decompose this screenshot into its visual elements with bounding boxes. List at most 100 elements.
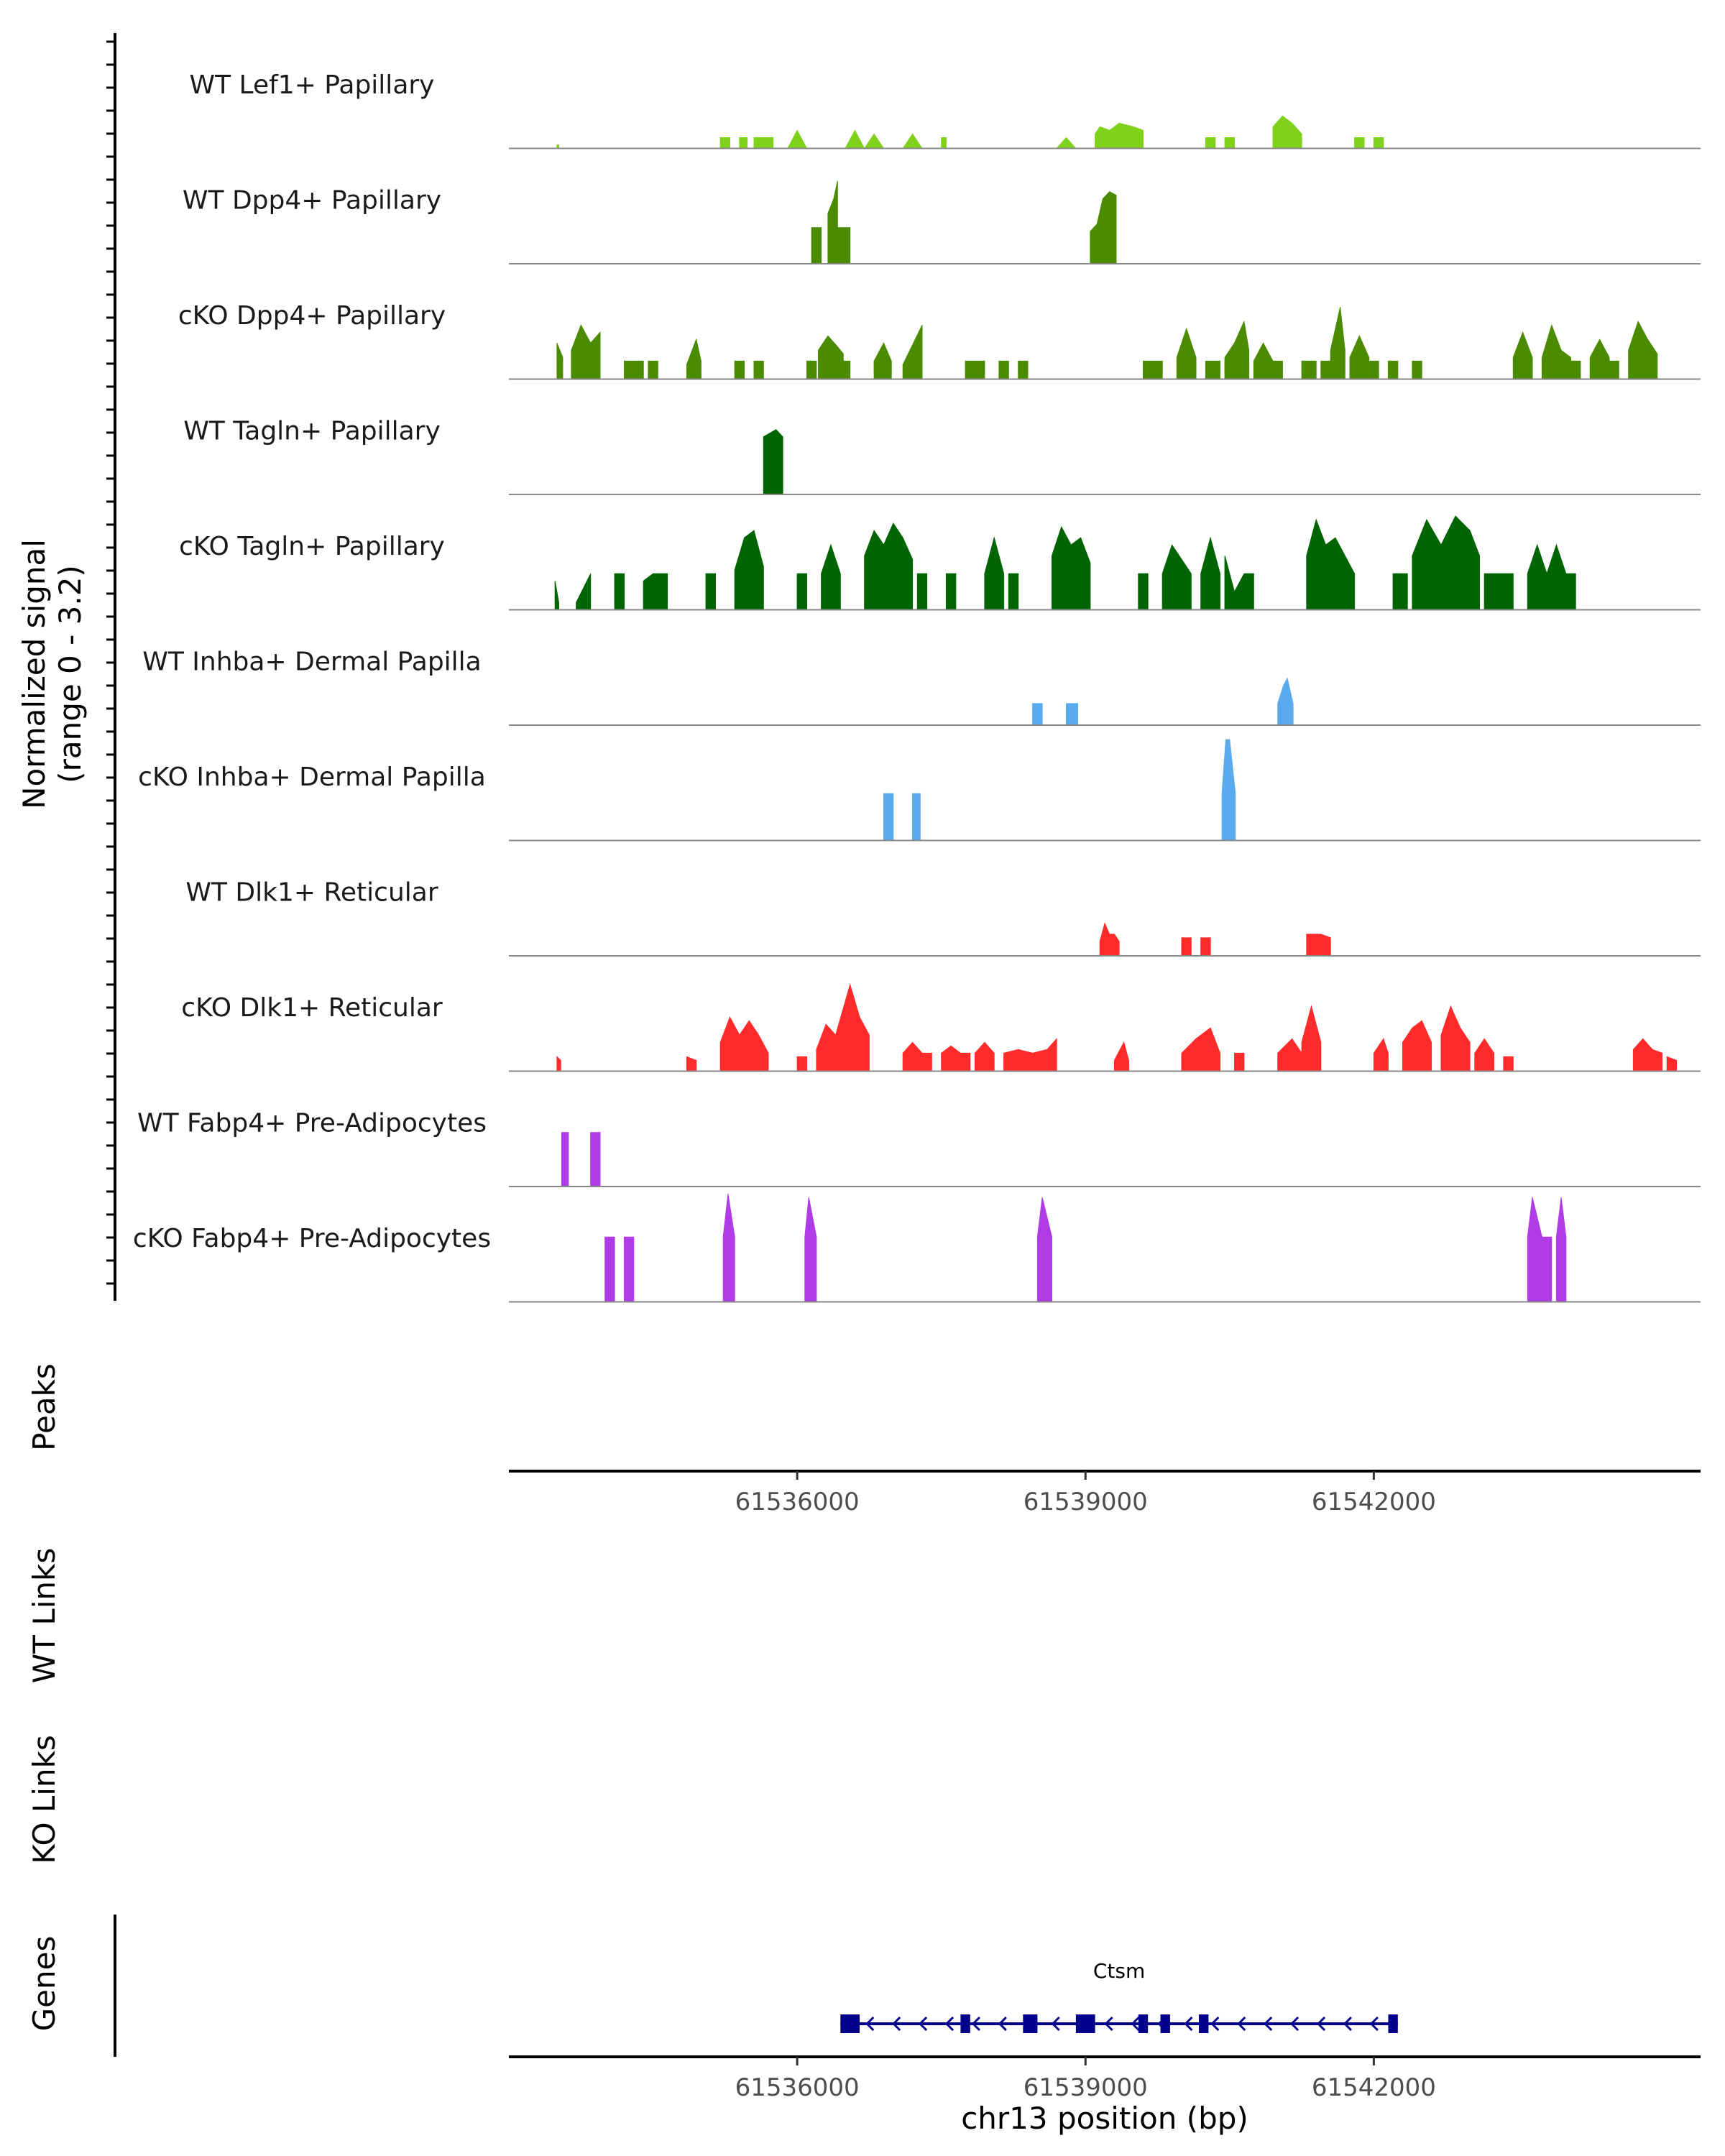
coverage-area-8-18 — [1503, 1056, 1514, 1072]
coverage-area-4-11 — [984, 536, 1005, 610]
gene-track: Ctsm — [840, 1959, 1398, 2033]
coverage-area-4-1 — [576, 573, 592, 610]
exon-3 — [1075, 2014, 1095, 2033]
coverage-area-10-2 — [722, 1193, 735, 1302]
coverage-area-2-13 — [998, 360, 1009, 379]
coverage-area-0-2 — [739, 137, 748, 149]
coverage-area-8-5 — [902, 1041, 932, 1072]
coverage-area-2-27 — [1387, 360, 1399, 379]
strand-arrow — [1264, 2016, 1273, 2032]
coverage-area-1-0 — [811, 227, 822, 264]
x-axis-bottom: 61536000 61539000 61542000 — [509, 2055, 1701, 2102]
coverage-tracks: WT Lef1+ Papillary WT Dpp4+ Papillary cKO … — [133, 70, 1701, 1303]
y-axis-sublabel: (range 0 - 3.2) — [52, 565, 88, 783]
coverage-area-0-13 — [1272, 115, 1302, 149]
strand-arrow — [944, 2016, 954, 2032]
coverage-area-8-0 — [556, 1056, 561, 1072]
coverage-area-2-34 — [1628, 321, 1658, 379]
coverage-area-4-15 — [1162, 544, 1192, 610]
coverage-area-2-7 — [806, 360, 817, 379]
strand-arrow — [1184, 2016, 1193, 2032]
coverage-area-7-2 — [1200, 937, 1211, 957]
track-label-10: cKO Fabp4+ Pre-Adipocytes — [133, 1224, 491, 1253]
exon-0 — [840, 2014, 860, 2033]
track-label-9: WT Fabp4+ Pre-Adipocytes — [137, 1109, 487, 1138]
coverage-area-8-17 — [1474, 1038, 1494, 1072]
x-tick-label-1: 61539000 — [1024, 2073, 1148, 2102]
coverage-area-8-3 — [796, 1056, 807, 1072]
track-label-3: WT Tagln+ Papillary — [183, 417, 441, 446]
track-label-0: WT Lef1+ Papillary — [190, 70, 435, 100]
strand-arrow — [1343, 2016, 1353, 2032]
coverage-area-2-20 — [1253, 342, 1274, 379]
gene-name-label: Ctsm — [1093, 1959, 1145, 1983]
coverage-area-2-6 — [753, 360, 764, 379]
coverage-area-8-12 — [1277, 1038, 1302, 1072]
coverage-area-4-23 — [1494, 573, 1514, 610]
coverage-area-10-3 — [804, 1197, 817, 1302]
coverage-area-8-8 — [1003, 1038, 1057, 1072]
strand-arrow — [892, 2016, 901, 2032]
coverage-area-2-2 — [624, 360, 644, 379]
x-tick-label-0: 61536000 — [735, 2073, 860, 2102]
coverage-area-8-9 — [1113, 1041, 1129, 1072]
coverage-area-8-15 — [1402, 1020, 1432, 1072]
coverage-area-2-21 — [1272, 360, 1283, 379]
coverage-area-4-16 — [1200, 536, 1220, 610]
coverage-area-10-4 — [1036, 1197, 1052, 1302]
coverage-area-0-9 — [1055, 137, 1077, 149]
coverage-area-9-0 — [561, 1132, 569, 1187]
coverage-area-8-20 — [1666, 1056, 1678, 1072]
coverage-area-2-9 — [842, 360, 851, 379]
coverage-area-4-12 — [1008, 573, 1019, 610]
ko-links-label: KO Links — [27, 1735, 62, 1864]
coverage-area-4-21 — [1412, 515, 1480, 610]
strand-arrow — [1237, 2016, 1246, 2032]
coverage-area-8-19 — [1632, 1038, 1662, 1072]
coverage-area-4-0 — [554, 581, 559, 610]
coverage-area-4-6 — [796, 573, 807, 610]
coverage-area-3-0 — [763, 429, 783, 495]
coverage-area-2-17 — [1176, 327, 1197, 379]
coverage-area-7-3 — [1306, 934, 1331, 957]
strand-arrow — [971, 2016, 981, 2032]
coverage-area-6-1 — [912, 793, 921, 841]
coverage-area-6-0 — [883, 793, 894, 841]
x-axis-mid: 61536000 61539000 61542000 — [509, 1470, 1701, 1516]
coverage-area-2-0 — [556, 343, 564, 379]
coverage-area-2-31 — [1570, 360, 1581, 379]
coverage-area-8-13 — [1301, 1005, 1322, 1072]
coverage-area-2-4 — [686, 338, 702, 379]
strand-arrow — [998, 2016, 1007, 2032]
coverage-area-0-10 — [1095, 122, 1144, 149]
coverage-area-0-14 — [1354, 137, 1365, 149]
strand-arrow — [1316, 2016, 1326, 2032]
strand-arrow — [1289, 2016, 1300, 2032]
coverage-area-4-8 — [864, 522, 914, 610]
coverage-area-4-3 — [643, 573, 668, 610]
coverage-area-0-5 — [845, 129, 865, 149]
coverage-area-0-7 — [902, 133, 923, 149]
strand-arrow — [1104, 2016, 1113, 2032]
x-tick-label-0: 61536000 — [735, 1488, 860, 1516]
coverage-area-8-10 — [1181, 1027, 1220, 1072]
strand-arrow — [1051, 2016, 1060, 2032]
y-axis-ticks — [106, 40, 115, 1285]
coverage-area-2-23 — [1320, 360, 1331, 379]
x-tick-label-2: 61542000 — [1312, 1488, 1436, 1516]
coverage-area-4-17 — [1224, 556, 1245, 610]
coverage-area-8-6 — [941, 1045, 971, 1072]
coverage-area-4-9 — [916, 573, 928, 610]
x-tick-label-2: 61542000 — [1312, 2073, 1436, 2102]
strand-arrow — [1210, 2016, 1220, 2032]
coverage-area-0-12 — [1224, 137, 1235, 149]
coverage-area-7-1 — [1181, 937, 1192, 957]
coverage-area-5-1 — [1066, 703, 1079, 726]
coverage-area-9-1 — [590, 1132, 601, 1187]
coverage-area-5-0 — [1032, 703, 1043, 726]
y-axis-label: Normalized signal — [17, 539, 52, 809]
strand-arrow — [918, 2016, 928, 2032]
coverage-area-4-22 — [1484, 573, 1494, 610]
coverage-area-4-24 — [1527, 543, 1576, 610]
